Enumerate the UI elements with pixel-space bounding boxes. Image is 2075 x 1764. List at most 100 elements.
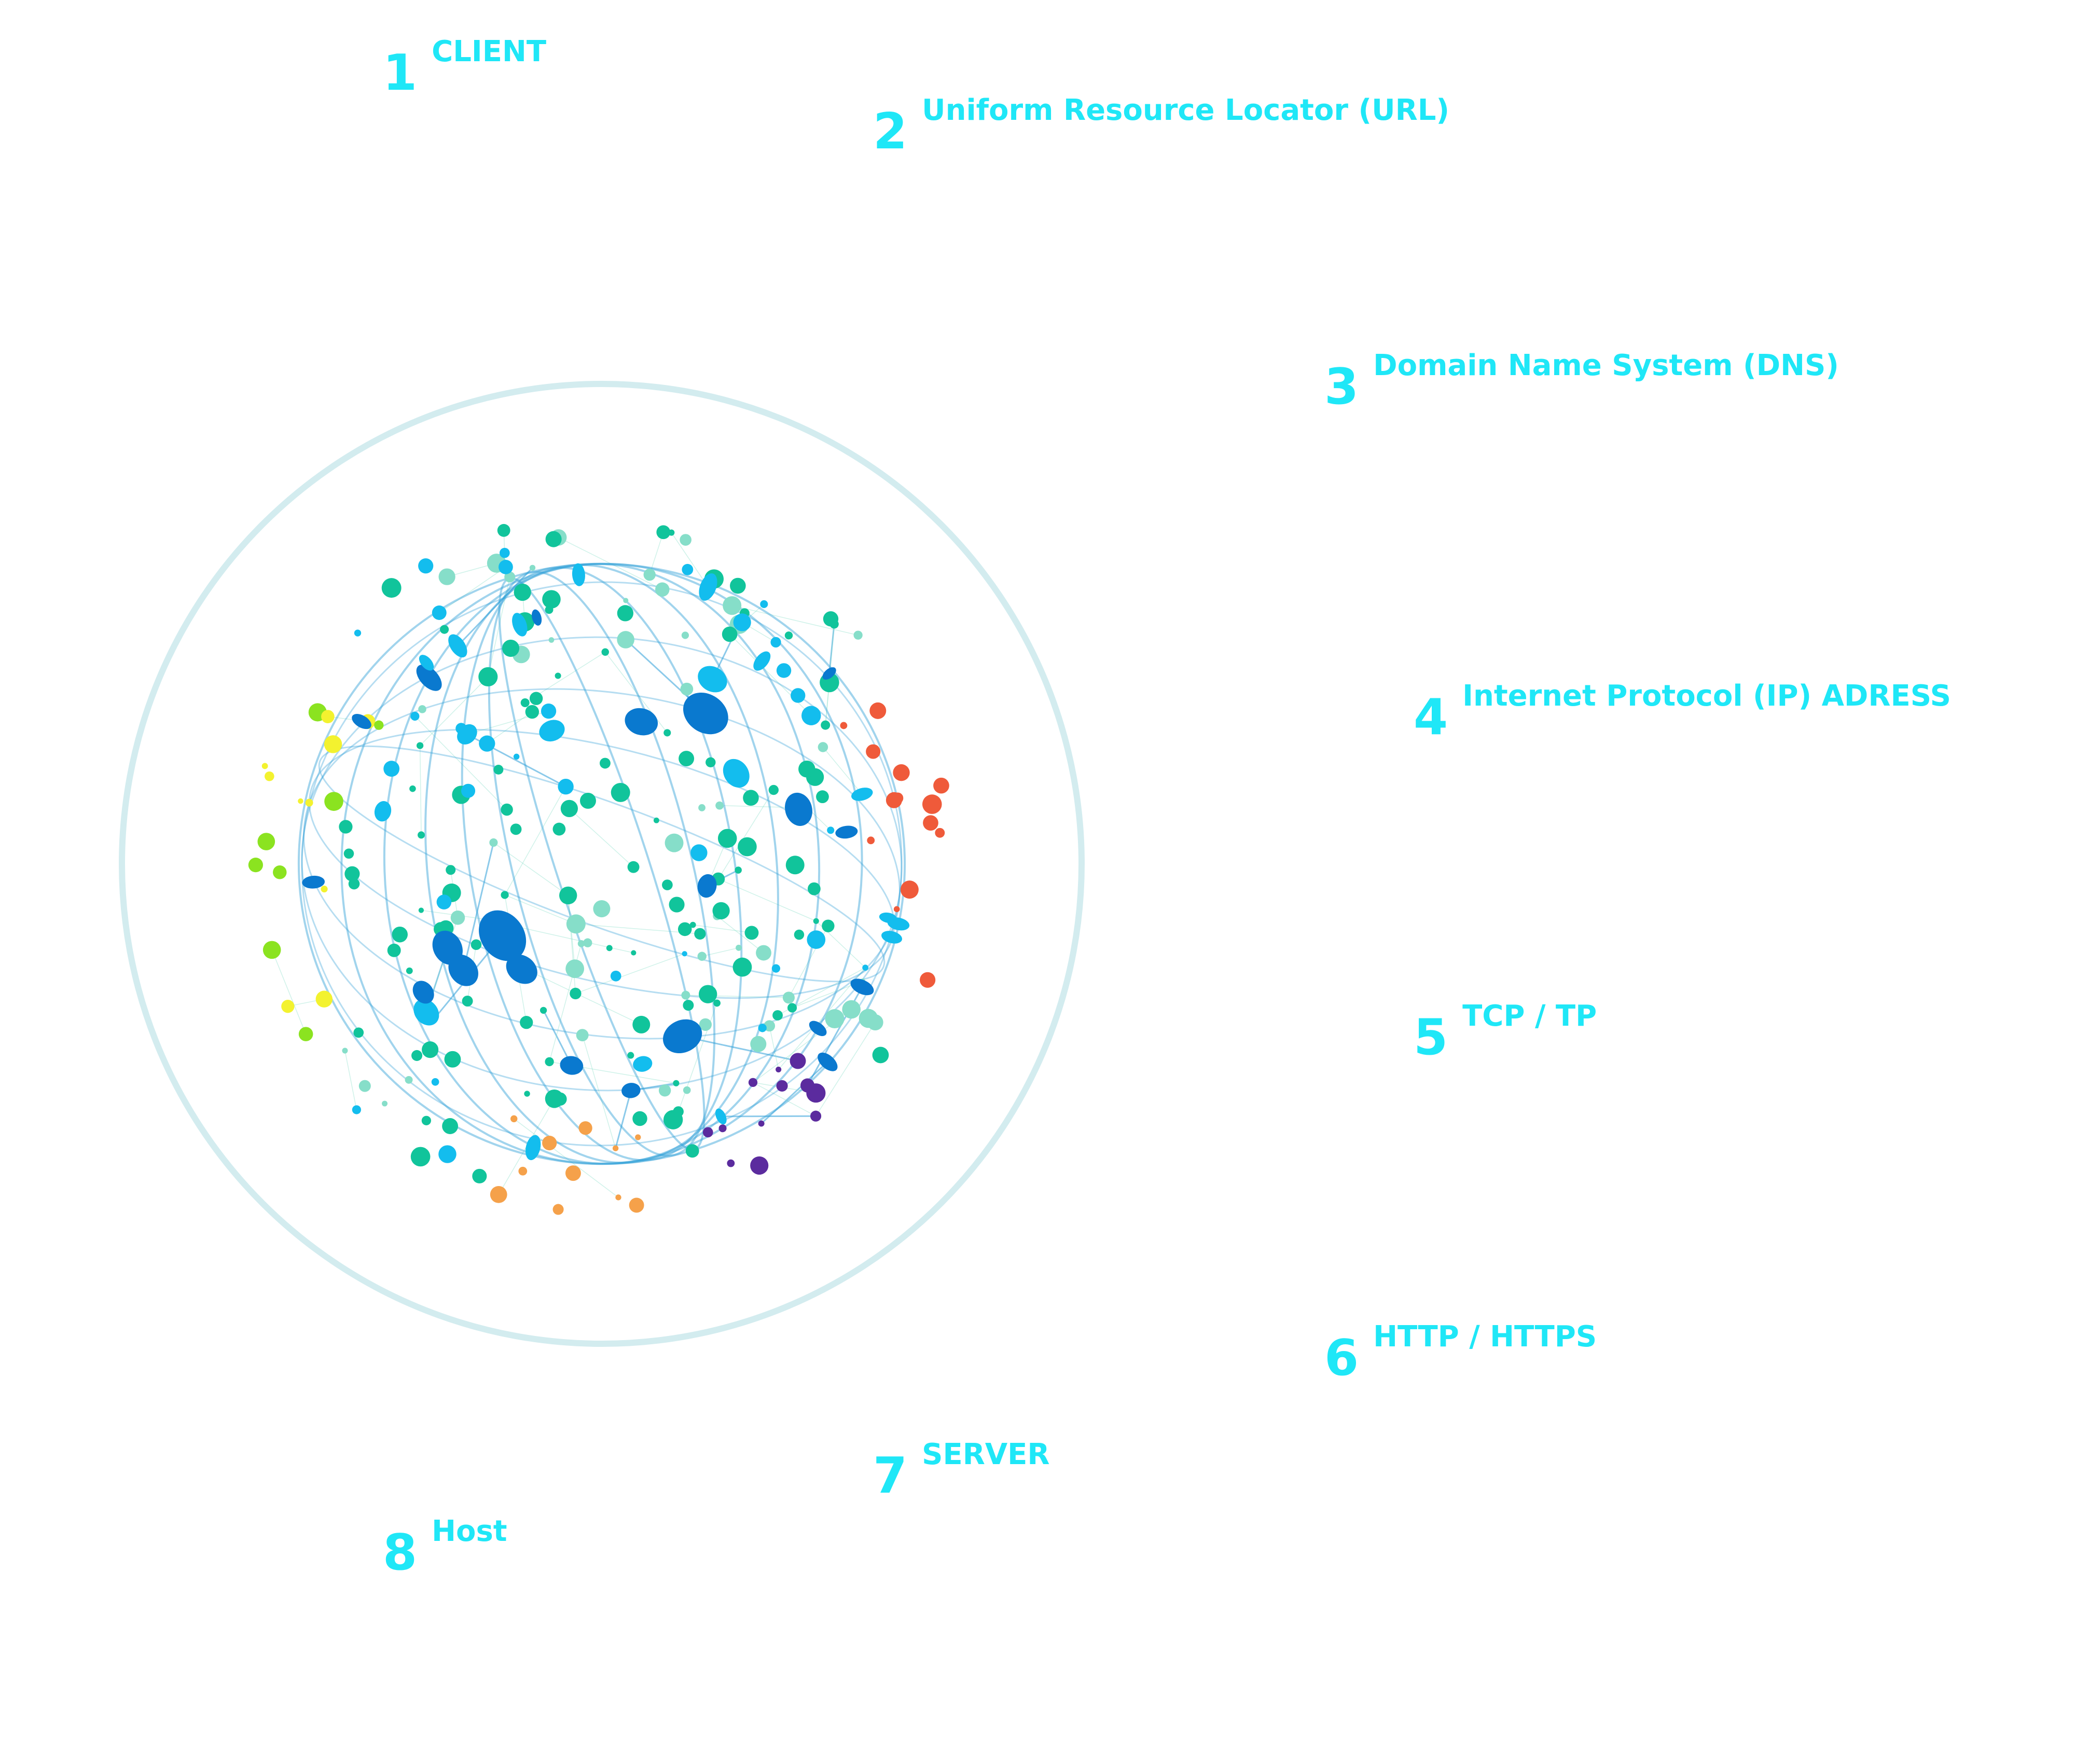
- network-link: [718, 878, 817, 922]
- network-node: [632, 1111, 647, 1126]
- network-link: [615, 1090, 632, 1149]
- network-node: [656, 525, 671, 540]
- network-node: [436, 894, 452, 909]
- network-node: [681, 990, 690, 1000]
- network-node: [785, 856, 805, 875]
- network-link: [569, 808, 634, 867]
- network-node: [545, 1057, 554, 1067]
- network-link: [462, 842, 494, 971]
- network-link: [693, 924, 752, 933]
- network-node: [577, 940, 585, 947]
- network-hub-node: [374, 801, 392, 822]
- network-node: [629, 1197, 644, 1213]
- network-link: [702, 947, 739, 957]
- network-node: [631, 950, 637, 956]
- network-node: [499, 547, 510, 558]
- network-node: [578, 1121, 592, 1135]
- network-node: [542, 590, 561, 609]
- network-node: [273, 865, 287, 879]
- network-node: [479, 735, 495, 752]
- network-node: [615, 1194, 621, 1201]
- network-node: [673, 1080, 680, 1086]
- network-node: [262, 941, 281, 959]
- network-node: [827, 826, 835, 834]
- network-node: [627, 1052, 634, 1059]
- network-node: [744, 926, 759, 940]
- network-node: [354, 629, 362, 637]
- network-node: [438, 568, 455, 585]
- network-hub-node: [822, 667, 836, 680]
- network-node: [853, 630, 863, 640]
- network-node: [418, 831, 425, 839]
- network-hub-node: [531, 609, 542, 626]
- network-node: [440, 625, 449, 634]
- network-node: [565, 959, 585, 979]
- network-node: [784, 631, 793, 640]
- network-node: [862, 964, 868, 971]
- network-link: [504, 786, 566, 895]
- network-node: [842, 1000, 861, 1019]
- network-node: [383, 761, 400, 777]
- network-node: [461, 783, 476, 798]
- network-hub-node: [457, 724, 477, 745]
- network-node: [735, 866, 742, 874]
- network-node: [933, 777, 949, 794]
- network-node: [772, 1010, 783, 1021]
- network-node: [542, 1136, 557, 1151]
- network-node: [718, 1124, 727, 1133]
- network-link: [487, 711, 533, 744]
- network-node: [510, 1115, 518, 1123]
- network-link: [558, 537, 663, 590]
- network-node: [713, 999, 721, 1007]
- network-node: [405, 1076, 413, 1084]
- network-node: [489, 838, 498, 847]
- outer-ring: [119, 381, 1085, 1347]
- network-node: [627, 861, 640, 873]
- network-link: [792, 981, 863, 1009]
- step-label: Uniform Resource Locator (URL): [922, 93, 1449, 127]
- network-node: [866, 744, 881, 759]
- network-hub-node: [625, 708, 658, 736]
- network-node: [722, 626, 738, 642]
- network-node: [570, 987, 582, 1000]
- network-hub-node: [539, 720, 565, 742]
- network-node: [606, 945, 613, 952]
- network-node: [490, 1186, 507, 1203]
- network-node: [565, 1165, 581, 1181]
- network-node: [923, 815, 938, 831]
- network-node: [421, 1115, 432, 1125]
- network-node: [612, 1145, 619, 1151]
- network-link: [504, 894, 576, 925]
- network-node: [525, 705, 540, 719]
- network-link: [457, 567, 533, 646]
- network-node: [529, 564, 536, 571]
- network-node: [450, 910, 465, 925]
- network-node: [381, 578, 402, 598]
- network-node: [807, 882, 821, 895]
- network-node: [580, 792, 596, 809]
- step-label: Internet Protocol (IP) ADRESS: [1462, 679, 1951, 713]
- network-node: [442, 1118, 459, 1134]
- network-node: [418, 705, 426, 713]
- network-node: [698, 804, 706, 811]
- network-node: [559, 886, 577, 905]
- network-node: [791, 688, 806, 703]
- meridian-arc: [297, 562, 906, 1165]
- network-node: [501, 891, 509, 899]
- network-hub-node: [572, 563, 585, 586]
- network-node: [920, 972, 936, 988]
- network-node: [321, 710, 335, 723]
- network-hub-node: [448, 634, 467, 658]
- network-node: [555, 672, 561, 679]
- network-hub-node: [835, 825, 858, 839]
- network-node: [353, 1027, 364, 1038]
- globe-meridians: [297, 562, 906, 1165]
- step-number: 6: [1324, 1330, 1359, 1387]
- network-node: [867, 1014, 883, 1031]
- network-hub-node: [809, 1021, 827, 1036]
- network-hub-node: [663, 1019, 702, 1054]
- network-node: [545, 1089, 564, 1108]
- network-node: [324, 792, 343, 811]
- network-link: [344, 1050, 357, 1110]
